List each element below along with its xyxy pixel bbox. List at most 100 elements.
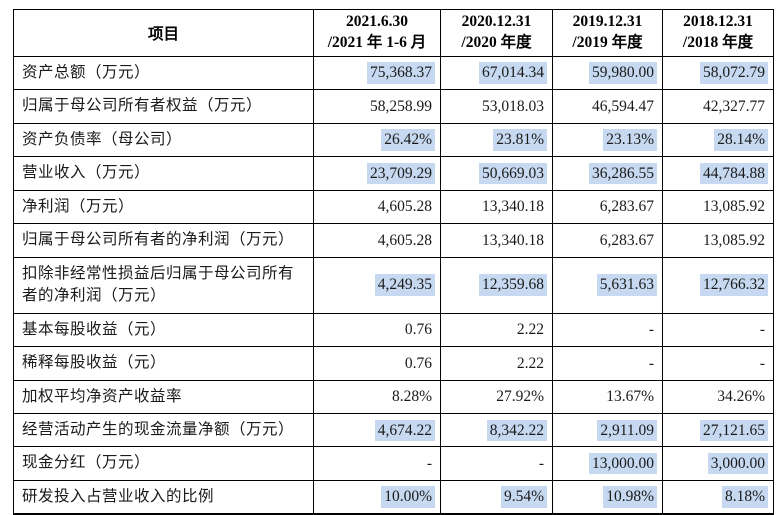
row-label: 稀释每股收益（元） xyxy=(13,346,314,381)
value-cell: 9.54% xyxy=(440,479,553,515)
cell-value: 34.26% xyxy=(717,388,765,406)
header-period-2019: 2019.12.31 /2019 年度 xyxy=(552,9,663,57)
cell-value: - xyxy=(648,354,654,372)
cell-value: 2.22 xyxy=(516,354,544,372)
table-row: 基本每股收益（元） 0.76 2.22 - - xyxy=(13,312,774,348)
value-cell: 58,072.79 xyxy=(662,55,774,91)
cell-value: 46,594.47 xyxy=(592,97,654,115)
cell-value: 13,000.00 xyxy=(589,453,657,475)
value-cell: 46,594.47 xyxy=(552,89,663,124)
value-cell: 23.81% xyxy=(440,122,553,158)
header-period-line1: 2018.12.31 xyxy=(683,13,753,30)
cell-value: 9.54% xyxy=(500,486,547,508)
value-cell: 13,340.18 xyxy=(440,189,553,225)
cell-value: 28.14% xyxy=(714,129,768,151)
value-cell: 2.22 xyxy=(440,346,553,381)
cell-value: 0.76 xyxy=(404,321,432,339)
cell-value: 12,766.32 xyxy=(700,274,768,296)
cell-value: - xyxy=(648,321,654,339)
value-cell: 4,674.22 xyxy=(313,412,441,448)
value-cell: 13,085.92 xyxy=(662,189,774,225)
value-cell: 10.98% xyxy=(552,479,663,515)
header-period-2020: 2020.12.31 /2020 年度 xyxy=(440,9,553,57)
table-row: 扣除非经常性损益后归属于母公司所有者的净利润（万元） 4,249.35 12,359… xyxy=(13,256,774,314)
value-cell: 27.92% xyxy=(440,379,553,415)
row-label: 研发投入占营业收入的比例 xyxy=(13,479,314,515)
value-cell: 13,000.00 xyxy=(552,446,663,481)
cell-value: 58,072.79 xyxy=(700,62,768,84)
value-cell: 59,980.00 xyxy=(552,55,663,91)
row-label: 加权平均净资产收益率 xyxy=(13,379,314,415)
cell-value: 13,340.18 xyxy=(482,231,544,249)
value-cell: 27,121.65 xyxy=(662,412,774,448)
table-row: 净利润（万元） 4,605.28 13,340.18 6,283.67 13,085.9… xyxy=(13,189,774,225)
cell-value: - xyxy=(759,354,765,372)
value-cell: 5,631.63 xyxy=(552,256,663,314)
row-label: 资产负债率（母公司） xyxy=(13,122,314,158)
header-period-line2: /2020 年度 xyxy=(461,33,532,51)
table-row: 研发投入占营业收入的比例 10.00% 9.54% 10.98% 8.18% xyxy=(13,479,774,515)
cell-value: 67,014.34 xyxy=(479,62,547,84)
row-label: 基本每股收益（元） xyxy=(13,312,314,348)
cell-value: 13,085.92 xyxy=(703,231,765,249)
cell-value: - xyxy=(426,455,432,473)
header-period-2018: 2018.12.31 /2018 年度 xyxy=(662,9,774,57)
cell-value: 8.28% xyxy=(391,388,432,406)
cell-value: 75,368.37 xyxy=(367,62,435,84)
header-period-line2: /2018 年度 xyxy=(682,33,754,51)
cell-value: 23,709.29 xyxy=(367,162,435,185)
value-cell: 8,342.22 xyxy=(440,412,553,448)
cell-value: 4,249.35 xyxy=(374,274,435,296)
header-period-line1: 2019.12.31 xyxy=(572,13,643,30)
cell-value: 8.18% xyxy=(721,486,768,508)
cell-value: 50,669.03 xyxy=(479,162,547,185)
table-row: 归属于母公司所有者权益（万元） 58,258.99 53,018.03 46,594.… xyxy=(13,89,774,124)
table-row: 资产负债率（母公司） 26.42% 23.81% 23.13% 28.14% xyxy=(13,122,774,158)
row-label: 扣除非经常性损益后归属于母公司所有者的净利润（万元） xyxy=(13,256,314,314)
row-label: 净利润（万元） xyxy=(13,189,314,225)
cell-value: 27.92% xyxy=(496,388,544,406)
header-item: 项目 xyxy=(13,9,314,57)
header-period-line2: /2019 年度 xyxy=(572,33,643,51)
value-cell: - xyxy=(662,312,774,348)
value-cell: 23.13% xyxy=(552,122,663,158)
cell-value: 2,911.09 xyxy=(597,419,657,441)
table-row: 营业收入（万元） 23,709.29 50,669.03 36,286.55 44,78… xyxy=(13,156,774,191)
value-cell: 6,283.67 xyxy=(552,189,663,225)
header-period-line2: /2021 年 1-6 月 xyxy=(327,33,427,51)
cell-value: 10.98% xyxy=(603,486,657,508)
table-header-row: 项目 2021.6.30 /2021 年 1-6 月 2020.12.31 /2… xyxy=(13,9,774,57)
value-cell: - xyxy=(552,346,663,381)
cell-value: 26.42% xyxy=(381,129,435,151)
value-cell: 0.76 xyxy=(313,346,441,381)
cell-value: 5,631.63 xyxy=(596,274,657,296)
table-row: 加权平均净资产收益率 8.28% 27.92% 13.67% 34.26% xyxy=(13,379,774,415)
cell-value: 58,258.99 xyxy=(370,97,432,115)
value-cell: 75,368.37 xyxy=(313,55,441,91)
header-period-2021h1: 2021.6.30 /2021 年 1-6 月 xyxy=(313,9,441,57)
value-cell: 13.67% xyxy=(552,379,663,415)
cell-value: 4,674.22 xyxy=(374,419,435,441)
cell-value: 36,286.55 xyxy=(589,162,657,185)
value-cell: 0.76 xyxy=(313,312,441,348)
cell-value: 13,085.92 xyxy=(703,198,765,216)
value-cell: - xyxy=(662,346,774,381)
value-cell: 4,249.35 xyxy=(313,256,441,314)
row-label: 经营活动产生的现金流量净额（万元） xyxy=(13,412,314,448)
cell-value: 4,605.28 xyxy=(377,198,432,216)
cell-value: 27,121.65 xyxy=(700,419,768,441)
header-period-line1: 2020.12.31 xyxy=(461,13,532,30)
table-row: 稀释每股收益（元） 0.76 2.22 - - xyxy=(13,346,774,381)
value-cell: 4,605.28 xyxy=(313,223,441,258)
cell-value: 2.22 xyxy=(516,321,544,339)
cell-value: 13.67% xyxy=(606,388,654,406)
value-cell: 2,911.09 xyxy=(552,412,663,448)
table-row: 归属于母公司所有者的净利润（万元） 4,605.28 13,340.18 6,283.… xyxy=(13,223,774,258)
value-cell: 4,605.28 xyxy=(313,189,441,225)
row-label: 归属于母公司所有者权益（万元） xyxy=(13,89,314,124)
table-row: 经营活动产生的现金流量净额（万元） 4,674.22 8,342.22 2,911.0… xyxy=(13,412,774,448)
cell-value: 3,000.00 xyxy=(707,453,768,475)
table-row: 资产总额（万元） 75,368.37 67,014.34 59,980.00 58,07… xyxy=(13,55,774,91)
value-cell: 53,018.03 xyxy=(440,89,553,124)
value-cell: 2.22 xyxy=(440,312,553,348)
